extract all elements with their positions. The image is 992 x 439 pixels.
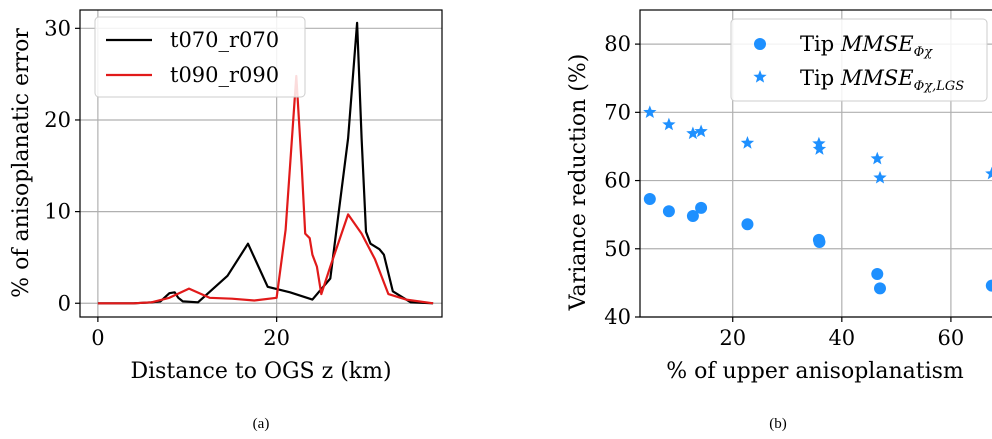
chart-b-ylabel: Variance reduction (%) (566, 54, 591, 312)
chart-b-point-star (694, 124, 708, 138)
chart-a-legend-box (94, 16, 306, 98)
chart-b-caption: (b) (769, 416, 787, 432)
chart-b-legend-0-prefix: Tip (800, 32, 841, 56)
chart-b-legend-marker-star (753, 70, 767, 83)
chart-a-xlabel: Distance to OGS z (km) (130, 359, 391, 384)
chart-b-point-circle (874, 282, 886, 295)
chart-b-legend-marker-circle (754, 38, 766, 50)
chart-a-legend: t070_r070 t090_r090 (94, 16, 306, 98)
chart-a-lines (97, 21, 434, 305)
chart-b-ytick-label: 40 (604, 305, 631, 329)
chart-a-series-line-0 (97, 21, 434, 305)
chart-b-xtick-label: 20 (719, 326, 746, 350)
chart-a: 0 20 0 10 20 30 Distance to OGS z (km) % of a… (9, 9, 443, 432)
chart-b-point-circle (741, 218, 754, 231)
chart-b-ticks: 20 40 60 40 50 60 70 80 (604, 32, 964, 350)
chart-b: 20 40 60 40 50 60 70 80 % of upper anisoplanati… (566, 9, 992, 432)
chart-b-legend-label-0: Tip MMSEΦχ (800, 32, 933, 60)
chart-a-legend-label-0: t070_r070 (170, 28, 279, 52)
chart-a-ytick-label: 0 (58, 291, 71, 315)
chart-b-legend-1-prefix: Tip (800, 66, 841, 90)
chart-b-point-star (686, 126, 700, 140)
chart-a-ytick-label: 20 (44, 108, 71, 132)
chart-a-ticks: 0 20 0 10 20 30 (44, 16, 290, 350)
chart-b-ytick-label: 80 (604, 32, 631, 56)
chart-b-points (643, 105, 992, 295)
chart-a-series-line-1 (97, 74, 434, 305)
chart-b-point-star (643, 105, 657, 118)
chart-a-xtick-label: 0 (91, 326, 104, 350)
chart-a-legend-label-1: t090_r090 (170, 63, 279, 87)
chart-b-point-star (662, 117, 676, 131)
chart-b-ytick-label: 50 (604, 237, 631, 261)
chart-a-ylabel: % of anisoplanatic error (9, 28, 34, 298)
chart-b-legend: Tip MMSEΦχ Tip MMSEΦχ,LGS (730, 18, 988, 102)
chart-b-ytick-label: 70 (604, 100, 631, 124)
chart-a-ytick-label: 10 (44, 200, 71, 224)
chart-b-legend-box (730, 18, 988, 102)
chart-b-point-star (812, 136, 826, 150)
chart-b-point-circle (813, 235, 826, 248)
chart-b-point-circle (985, 279, 992, 292)
chart-b-point-star (812, 142, 827, 155)
chart-b-legend-0-math: MMSE (840, 32, 914, 56)
chart-b-point-circle (662, 205, 675, 218)
chart-b-point-star (985, 166, 992, 180)
chart-b-legend-label-1: Tip MMSEΦχ,LGS (800, 66, 964, 94)
chart-b-ytick-label: 60 (604, 169, 631, 193)
chart-a-ytick-label: 30 (44, 16, 71, 40)
chart-b-point-star (870, 151, 884, 165)
chart-b-point-circle (643, 192, 656, 205)
chart-b-legend-1-sub: Φχ,LGS (914, 79, 965, 94)
chart-b-point-star (873, 170, 887, 184)
chart-b-point-circle (686, 210, 699, 223)
chart-b-point-circle (695, 201, 708, 214)
chart-a-xlabel-text: Distance to OGS z (km) (130, 359, 391, 384)
chart-b-point-circle (871, 268, 884, 281)
chart-b-legend-1-math: MMSE (840, 66, 914, 90)
chart-a-frame (79, 9, 443, 318)
chart-b-xlabel: % of upper anisoplanatism (666, 359, 964, 384)
chart-b-legend-0-sub: Φχ (914, 45, 934, 60)
chart-b-point-star (740, 136, 755, 149)
chart-b-xtick-label: 60 (938, 326, 965, 350)
chart-b-frame (639, 9, 992, 318)
chart-b-xtick-label: 40 (828, 326, 855, 350)
chart-a-caption: (a) (253, 416, 270, 432)
chart-a-xtick-label: 20 (263, 326, 290, 350)
